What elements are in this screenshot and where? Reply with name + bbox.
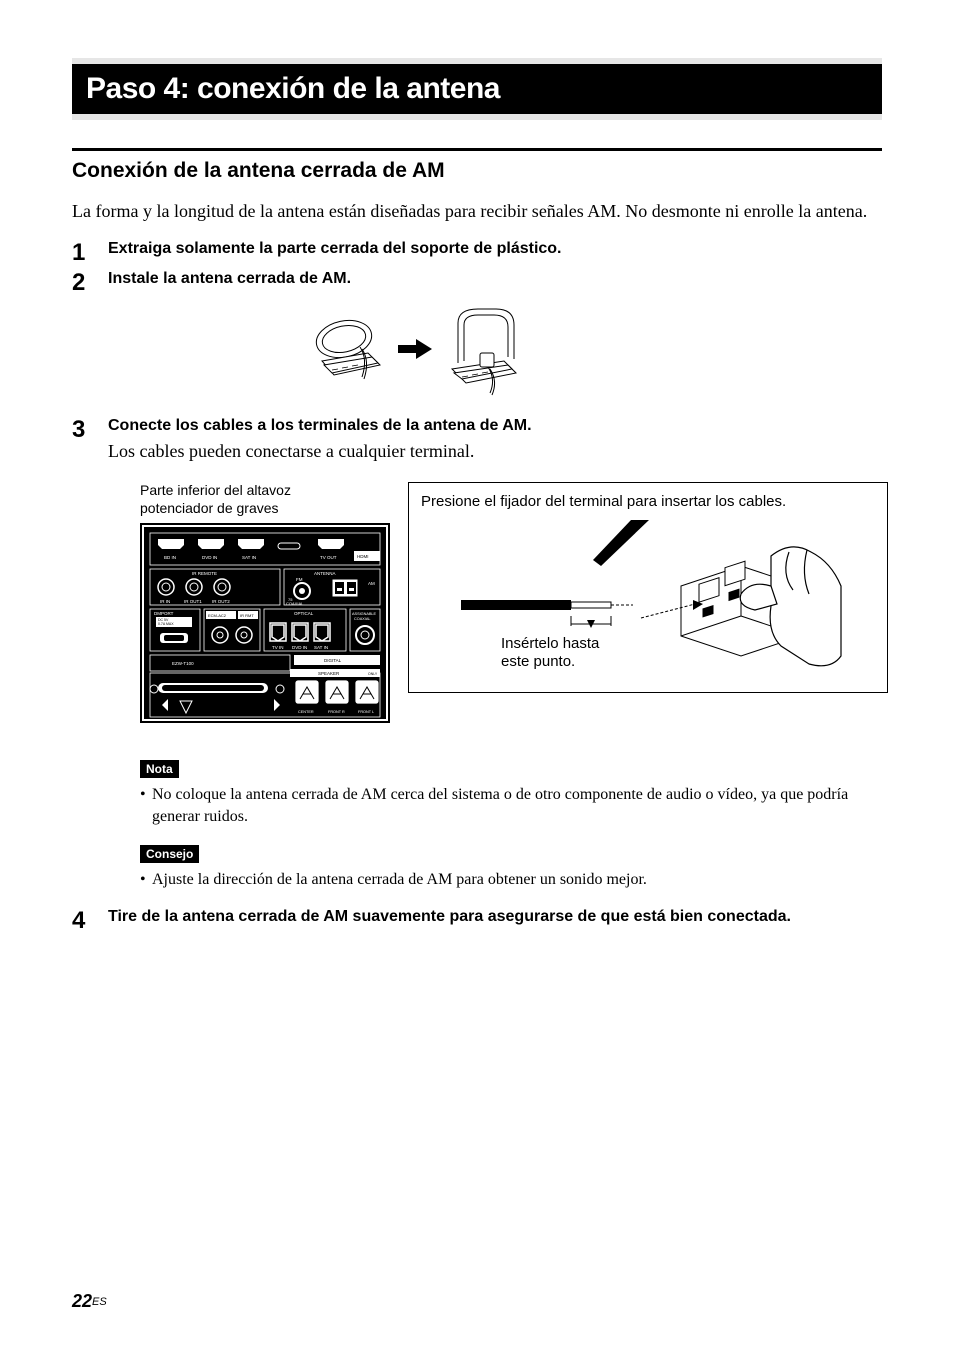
title-bar: Paso 4: conexión de la antena	[72, 58, 882, 120]
page-number-value: 22	[72, 1291, 92, 1311]
figure-back-panel: Parte inferior del altavoz potenciador d…	[140, 482, 390, 728]
bullet-dot: •	[140, 784, 152, 827]
label-fm: FM	[296, 577, 303, 582]
back-panel-svg: HDMI BD IN DVD IN SAT IN TV OUT IR REMOT…	[140, 523, 390, 723]
label-ir-rmt: IR RMT	[240, 613, 254, 618]
step-1: 1 Extraiga solamente la parte cerrada de…	[72, 239, 882, 265]
label-digital: DIGITAL	[324, 658, 342, 663]
step-number: 1	[72, 239, 108, 265]
note-text: No coloque la antena cerrada de AM cerca…	[152, 784, 882, 827]
insert-label-1: Insértelo hasta	[501, 635, 600, 652]
intro-text: La forma y la longitud de la antena está…	[72, 199, 882, 223]
label-antenna: ANTENNA	[314, 571, 336, 576]
label-hdmi: HDMI	[357, 554, 369, 559]
step-title: Extraiga solamente la parte cerrada del …	[108, 239, 882, 260]
label-dvd-in2: DVD IN	[292, 645, 307, 650]
label-ir-remote: IR REMOTE	[192, 571, 217, 576]
label-tv-out: TV OUT	[320, 555, 337, 560]
figure-step-3: Parte inferior del altavoz potenciador d…	[140, 482, 882, 728]
bullet-dot: •	[140, 869, 152, 891]
tip-label: Consejo	[140, 845, 199, 863]
label-ma: 0.7A MAX	[158, 622, 174, 626]
insert-caption: Presione el fijador del terminal para in…	[421, 493, 875, 510]
figure-antenna-assembly	[302, 303, 882, 398]
tip-block: • Ajuste la dirección de la antena cerra…	[140, 869, 882, 891]
label-am: AM	[368, 581, 375, 586]
step-title: Conecte los cables a los terminales de l…	[108, 416, 882, 437]
label-ecm-acc: ECM-AC2	[208, 613, 227, 618]
label-sat-in2: SAT IN	[314, 645, 328, 650]
back-panel-caption: Parte inferior del altavoz potenciador d…	[140, 482, 390, 517]
label-coaxial: COAXIAL	[286, 601, 304, 606]
step-3: 3 Conecte los cables a los terminales de…	[72, 416, 882, 472]
label-speaker: SPEAKER	[318, 671, 340, 676]
label-tv-in: TV IN	[272, 645, 284, 650]
label-assignable: ASSIGNABLE	[352, 612, 377, 616]
label-front-l: FRONT L	[358, 710, 374, 714]
step-title: Instale la antena cerrada de AM.	[108, 269, 882, 290]
section-rule	[72, 148, 882, 151]
label-ir-out1: IR OUT1	[184, 599, 202, 604]
label-ir-in: IR IN	[160, 599, 170, 604]
subheading: Conexión de la antena cerrada de AM	[72, 159, 882, 183]
label-front-r: FRONT R	[328, 710, 345, 714]
step-title: Tire de la antena cerrada de AM suavemen…	[108, 907, 882, 928]
page: Paso 4: conexión de la antena Conexión d…	[0, 0, 954, 1352]
figure-insert-cable: Presione el fijador del terminal para in…	[408, 482, 888, 693]
label-sat-in: SAT IN	[242, 555, 256, 560]
step-2: 2 Instale la antena cerrada de AM.	[72, 269, 882, 295]
page-title: Paso 4: conexión de la antena	[72, 64, 882, 114]
label-dmport: DMPORT	[154, 611, 174, 616]
page-number-lang: ES	[92, 1296, 107, 1308]
label-center: CENTER	[298, 710, 314, 714]
step-text: Los cables pueden conectarse a cualquier…	[108, 441, 882, 462]
note-label: Nota	[140, 760, 179, 778]
label-dvd-in: DVD IN	[202, 555, 217, 560]
step-number: 2	[72, 269, 108, 295]
step-4: 4 Tire de la antena cerrada de AM suavem…	[72, 907, 882, 933]
note-block: • No coloque la antena cerrada de AM cer…	[140, 784, 882, 827]
label-ir-out2: IR OUT2	[212, 599, 230, 604]
step-number: 4	[72, 907, 108, 933]
caption-line2: potenciador de graves	[140, 500, 279, 516]
label-bd-in: BD IN	[164, 555, 176, 560]
label-ezw: EZW-T100	[172, 661, 194, 666]
insert-label-2: este punto.	[501, 653, 575, 670]
label-coax2: COAXIAL	[354, 617, 370, 621]
label-optical: OPTICAL	[294, 611, 314, 616]
caption-line1: Parte inferior del altavoz	[140, 482, 291, 498]
step-number: 3	[72, 416, 108, 442]
page-number: 22ES	[72, 1291, 107, 1312]
tip-text: Ajuste la dirección de la antena cerrada…	[152, 869, 882, 891]
label-only: ONLY	[368, 672, 378, 676]
